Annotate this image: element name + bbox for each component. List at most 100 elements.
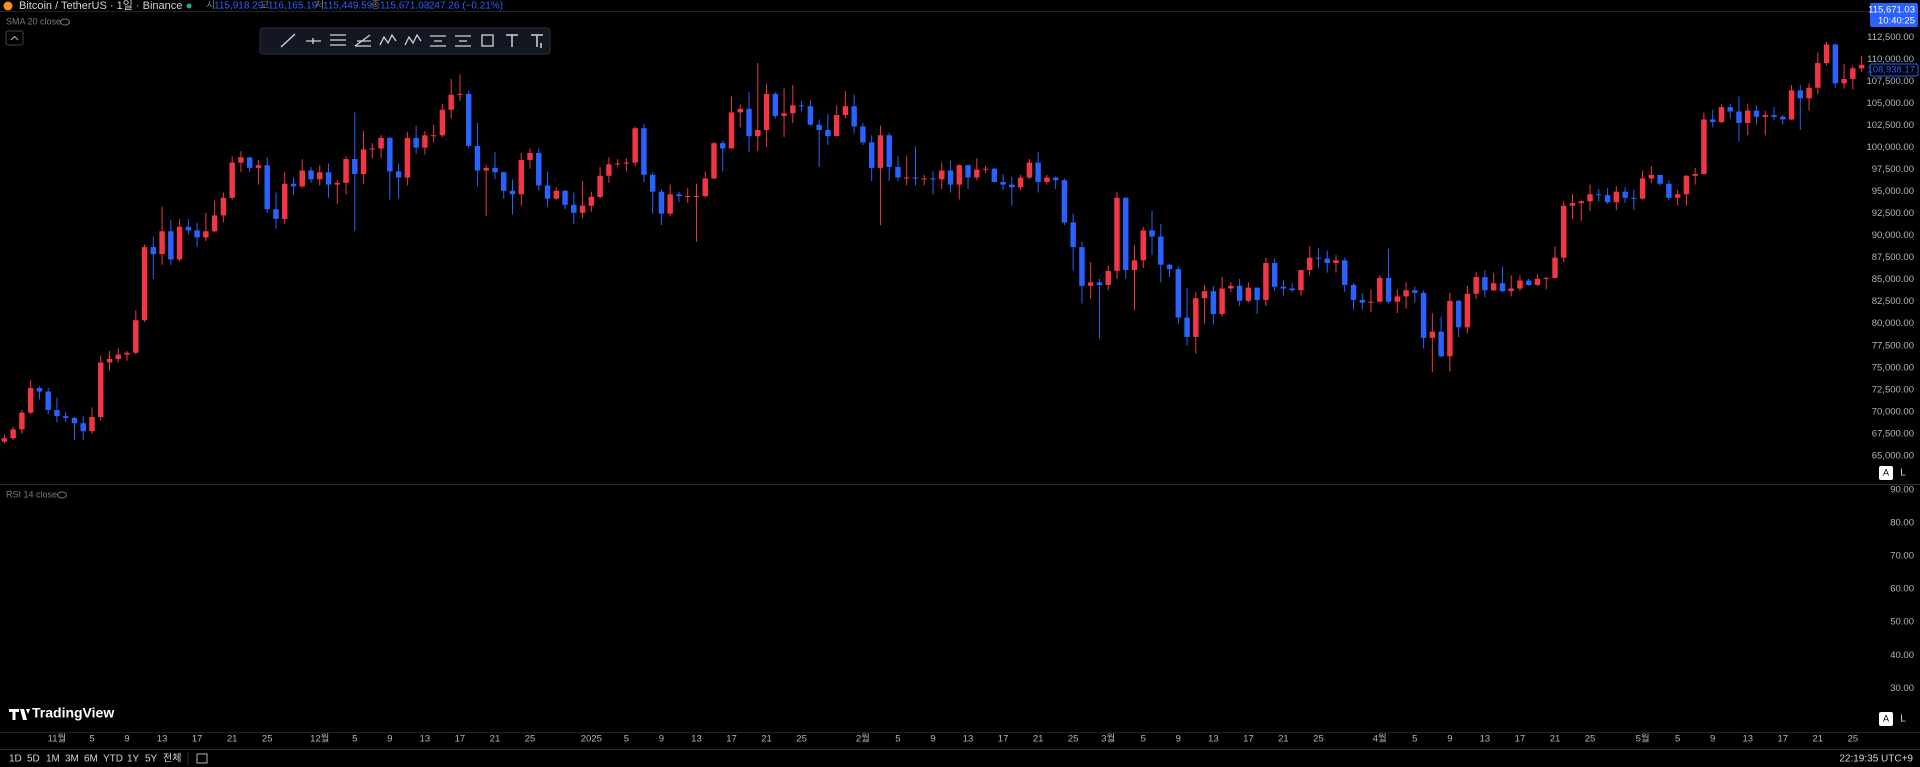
trend-line-tool[interactable]	[280, 33, 296, 48]
candle-body	[62, 416, 69, 418]
candle-body	[1561, 205, 1567, 258]
range-button[interactable]: 1Y	[127, 754, 140, 765]
candle-body	[1245, 287, 1252, 301]
symbol-title[interactable]: Bitcoin / TetherUS · 1일 · Binance	[19, 0, 182, 12]
candle-body	[1850, 68, 1856, 79]
candle-body	[825, 130, 831, 137]
range-button[interactable]: 5Y	[145, 754, 158, 765]
candle-body	[273, 209, 279, 219]
horizontal-line-tool[interactable]	[306, 38, 321, 44]
candle-body	[904, 177, 910, 179]
candle-body	[1631, 197, 1637, 199]
candle-body	[1762, 115, 1768, 117]
countdown: 10:40:25	[1878, 16, 1915, 27]
last-price-box	[1870, 3, 1918, 27]
range-button[interactable]: 1D	[9, 754, 22, 765]
range-button[interactable]: 1M	[46, 754, 60, 765]
candle-body	[1517, 280, 1523, 289]
y-tick-label: 112,500.00	[1867, 32, 1914, 43]
collapse-button[interactable]	[5, 30, 24, 46]
candle-body	[1727, 107, 1733, 112]
eye-icon[interactable]	[60, 18, 70, 26]
pattern-tool[interactable]	[379, 33, 397, 46]
toolbar-bg	[259, 27, 551, 55]
candle-body	[1228, 285, 1234, 289]
clock[interactable]: 22:19:35 UTC+9	[1839, 754, 1913, 765]
y-tick-label: 70,000.00	[1872, 406, 1914, 417]
fib-tool[interactable]	[354, 34, 371, 47]
candle-body	[1026, 162, 1033, 178]
rsi-legend[interactable]: RSI 14 close	[6, 489, 57, 499]
candle-body	[1490, 283, 1497, 291]
candle-body	[360, 149, 367, 175]
range-button[interactable]: 전체	[163, 753, 181, 765]
candle-body	[325, 172, 332, 185]
candle-body	[1438, 331, 1444, 357]
range-button[interactable]: YTD	[103, 754, 123, 765]
candle-body	[947, 170, 954, 185]
candle-body	[1622, 191, 1628, 198]
candle-body	[991, 168, 998, 182]
rectangle-tool[interactable]	[481, 34, 494, 47]
candle-body	[1464, 293, 1471, 328]
candle-body	[1193, 298, 1199, 337]
elliott-tool[interactable]	[404, 33, 422, 46]
candle-body	[1815, 63, 1821, 88]
range-button[interactable]: 5D	[27, 754, 40, 765]
candle-body	[1149, 230, 1155, 237]
x-tick-label: 4월	[1373, 733, 1387, 745]
candle-body	[606, 164, 612, 176]
y-tick-label: 95,000.00	[1872, 186, 1914, 197]
eye-icon[interactable]	[57, 491, 67, 499]
x-tick-label: 21	[227, 734, 238, 745]
note-tool[interactable]	[531, 34, 543, 48]
close-value: 115,671.03	[380, 1, 430, 12]
candle-body	[798, 105, 805, 107]
candle-body	[1315, 257, 1322, 259]
channel-tool[interactable]	[330, 34, 346, 46]
range-button[interactable]: 6M	[84, 754, 98, 765]
candle-body	[1131, 260, 1138, 271]
candle-body	[1219, 288, 1225, 315]
x-tick-label: 9	[930, 734, 935, 745]
candle-body	[1306, 257, 1313, 271]
candle-body	[19, 412, 25, 430]
x-tick-label: 25	[525, 734, 536, 745]
x-tick-label: 17	[1515, 734, 1526, 745]
long-position-tool[interactable]	[430, 35, 446, 47]
candle-body	[781, 113, 787, 116]
x-tick-label: 5월	[1636, 733, 1650, 745]
sma-legend[interactable]: SMA 20 close	[6, 16, 61, 26]
y-tick-label: 65,000.00	[1872, 450, 1914, 461]
candle-body	[10, 429, 16, 439]
auto-scale-button[interactable]	[1879, 466, 1893, 480]
candle-body	[1201, 291, 1208, 299]
log-scale-label[interactable]: L	[1900, 468, 1906, 479]
candle-body	[1350, 284, 1357, 300]
candle-body	[1639, 178, 1646, 199]
logo-text[interactable]: TradingView	[32, 705, 114, 721]
last-price: 115,671.03	[1868, 5, 1915, 16]
candle-body	[1674, 194, 1681, 198]
high-label: 고	[260, 1, 269, 12]
candle-body	[1412, 290, 1418, 293]
text-tool[interactable]	[506, 34, 518, 47]
candle-body	[194, 230, 200, 238]
short-position-tool[interactable]	[455, 35, 471, 47]
candle-body	[299, 170, 305, 187]
auto-scale-button[interactable]	[1879, 712, 1893, 726]
candle-body	[1578, 201, 1584, 204]
date-range-icon[interactable]	[196, 753, 208, 764]
y-tick-label: 92,500.00	[1872, 208, 1914, 219]
x-tick-label: 5	[895, 734, 900, 745]
log-scale-label[interactable]: L	[1900, 714, 1906, 725]
candle-body	[203, 231, 209, 238]
candle-body	[974, 169, 980, 178]
y-tick-label: 80,000.00	[1872, 318, 1914, 329]
range-button[interactable]: 3M	[65, 754, 79, 765]
candle-body	[1403, 290, 1409, 297]
x-tick-label: 9	[1447, 734, 1452, 745]
candle-body	[457, 93, 463, 95]
x-tick-label: 5	[1675, 734, 1680, 745]
